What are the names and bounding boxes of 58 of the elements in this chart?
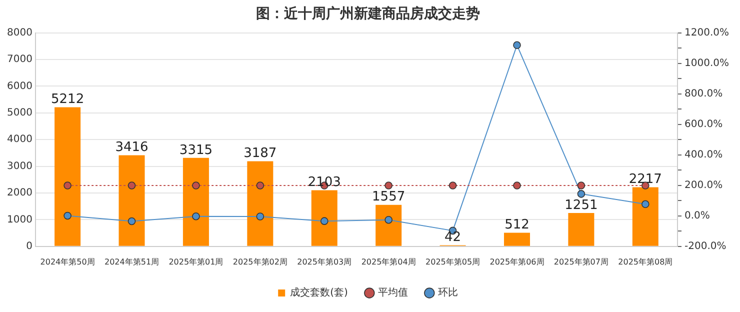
y-tick-label: 7000 [6,54,32,66]
bar [311,190,338,246]
point [256,212,264,220]
y-tick-label: 8000 [6,27,32,38]
point [128,217,136,226]
x-tick-label: 2024年第51周 [104,257,160,266]
point [192,212,200,220]
bar [118,155,145,246]
data-label: 3315 [179,142,213,158]
legend-label: 平均值 [378,286,408,299]
y-tick-label: 0 [26,240,32,252]
x-tick-label: 2025年第03周 [297,257,352,266]
bar [54,107,81,246]
point [384,216,392,224]
bar [247,161,274,246]
x-tick-label: 2024年第50周 [40,257,95,266]
data-label: 1557 [372,190,406,205]
y2-tick-label: 600.0% [684,118,723,130]
data-label: 3416 [115,140,148,156]
bar [376,204,402,246]
bar [632,187,658,246]
legend-label: 环比 [438,286,458,299]
x-tick-label: 2025年第04周 [361,257,416,266]
x-tick-label: 2025年第06周 [490,257,544,266]
y-tick-label: 2000 [6,188,32,199]
point [513,41,521,50]
data-label: 42 [444,230,462,246]
legend-label: 成交套数(套) [290,286,348,299]
y2-tick-label: -200.0% [684,240,726,252]
y-tick-label: 3000 [6,160,32,172]
x-tick-label: 2025年第02周 [232,257,288,266]
point [642,200,650,208]
y2-tick-label: 1200.0% [684,27,730,38]
data-label: 5212 [51,92,84,108]
data-label: 1251 [564,198,598,213]
data-label: 3187 [244,146,277,162]
bar [568,213,594,246]
y-tick-label: 4000 [6,134,32,146]
data-label: 2217 [628,172,662,188]
y-tick-label: 1000 [6,214,32,226]
y-tick-label: 5000 [6,107,32,118]
chart-title: 图：近十周广州新建商品房成交走势 [256,5,480,22]
point [64,212,72,220]
x-tick-label: 2025年第08周 [618,257,673,266]
x-tick-label: 2025年第05周 [426,257,480,266]
point [577,190,586,198]
x-tick-label: 2025年第01周 [168,257,224,266]
y2-tick-label: 800.0% [684,88,723,100]
y-tick-label: 6000 [6,80,32,92]
x-tick-label: 2025年第07周 [554,257,608,266]
y2-tick-label: 400.0% [684,149,723,160]
point [320,217,328,225]
y2-tick-label: 200.0% [684,180,723,191]
y2-tick-label: 1000.0% [684,58,730,69]
data-label: 512 [504,218,530,233]
bar [182,158,209,246]
y2-tick-label: 0.0% [684,210,710,222]
bar [504,232,530,246]
